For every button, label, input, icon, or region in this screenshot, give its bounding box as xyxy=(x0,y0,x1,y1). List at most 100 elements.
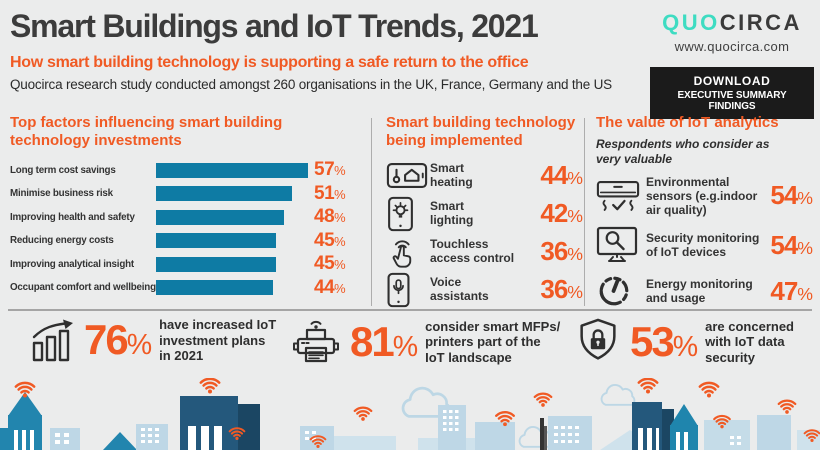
bar xyxy=(156,280,274,296)
building xyxy=(670,404,698,450)
wifi-icon xyxy=(777,399,797,415)
smart-light-icon xyxy=(386,196,430,232)
bar xyxy=(156,256,276,272)
wifi-icon xyxy=(199,378,221,395)
cityscape-illustration xyxy=(0,378,820,450)
study-description: Quocirca research study conducted amongs… xyxy=(10,77,612,92)
building xyxy=(136,424,168,450)
bar-track xyxy=(156,162,308,178)
bar-track xyxy=(156,233,308,249)
bar-track xyxy=(156,256,308,272)
air-conditioner-icon xyxy=(596,179,646,212)
list-item-label: Energy monitoring and usage xyxy=(646,277,753,306)
stat-text: have increased IoT investment plans in 2… xyxy=(159,317,277,364)
cloud-icon xyxy=(600,383,636,406)
wifi-icon xyxy=(14,381,36,399)
list-item: Voice assistants 36% xyxy=(386,271,583,308)
voice-assistant-icon xyxy=(386,272,430,308)
download-button-line2: EXECUTIVE SUMMARY FINDINGS xyxy=(677,90,787,112)
bar-label: Long term cost savings xyxy=(10,164,116,176)
bar-track xyxy=(156,280,308,296)
list-item-value: 54% xyxy=(770,180,813,211)
list-item: Environmental sensors (e.g.indoor air qu… xyxy=(596,174,813,217)
wifi-icon xyxy=(533,392,553,408)
shield-lock-icon xyxy=(574,317,622,367)
energy-gauge-icon xyxy=(596,273,646,309)
page-subtitle: How smart building technology is support… xyxy=(10,54,529,71)
list-item-label: Environmental sensors (e.g.indoor air qu… xyxy=(646,174,758,217)
bar-value: 48% xyxy=(314,206,346,228)
bar xyxy=(156,233,276,249)
building xyxy=(548,416,592,450)
section-title-line: technology investments xyxy=(10,131,182,149)
list-item-label: Security monitoring of IoT devices xyxy=(646,231,760,260)
list-item-value: 42% xyxy=(540,198,583,229)
building xyxy=(180,396,260,450)
stat-printers: 81% consider smart MFPs/ printers part o… xyxy=(290,317,560,367)
bottom-stats: 76% have increased IoT investment plans … xyxy=(30,317,794,367)
stat-value: 53% xyxy=(630,318,698,365)
column-divider xyxy=(584,118,585,306)
stats-columns: Top factors influencing smart building t… xyxy=(10,112,813,310)
bar-value: 51% xyxy=(314,182,346,204)
bar-row: Occupant comfort and wellbeing 44% xyxy=(10,276,362,300)
column-divider xyxy=(371,118,372,306)
building xyxy=(757,415,791,450)
list-item-value: 36% xyxy=(540,274,583,305)
touch-gesture-icon xyxy=(386,234,430,270)
list-item: Smart heating 44% xyxy=(386,157,583,194)
building xyxy=(300,426,334,450)
logo-suffix: CIRCA xyxy=(719,10,802,35)
list-item: Smart lighting 42% xyxy=(386,195,583,232)
building xyxy=(50,428,80,450)
section-top-factors: Top factors influencing smart building t… xyxy=(10,114,362,299)
thermostat-icon xyxy=(386,161,430,190)
stat-value: 76% xyxy=(84,316,152,364)
list-item-label: Smart lighting xyxy=(430,199,474,227)
growth-chart-icon xyxy=(30,318,76,362)
bar xyxy=(156,162,308,178)
bar-label: Reducing energy costs xyxy=(10,235,114,247)
page-title: Smart Buildings and IoT Trends, 2021 xyxy=(10,8,539,44)
section-implemented: Smart building technology being implemen… xyxy=(386,114,583,309)
header: Smart Buildings and IoT Trends, 2021 How… xyxy=(10,6,640,92)
building xyxy=(475,422,515,450)
cloud-icon xyxy=(518,425,554,448)
list-item-value: 36% xyxy=(540,236,583,267)
building xyxy=(334,436,396,450)
section-divider xyxy=(8,309,812,311)
stat-text: are concerned with IoT data security xyxy=(705,318,794,365)
list-item-value: 54% xyxy=(770,229,813,260)
bar-track xyxy=(156,186,308,202)
quocirca-logo: QUOCIRCA xyxy=(650,10,814,36)
section-analytics: The value of IoT analytics Respondents w… xyxy=(596,114,813,318)
logo-prefix: QUO xyxy=(662,10,720,35)
bar-label: Occupant comfort and wellbeing xyxy=(10,282,156,294)
list-item: Touchless access control 36% xyxy=(386,233,583,270)
list-item-label: Smart heating xyxy=(430,161,473,189)
bar-label: Improving health and safety xyxy=(10,211,135,223)
download-button[interactable]: DOWNLOAD EXECUTIVE SUMMARY FINDINGS xyxy=(650,67,814,119)
bar xyxy=(156,209,284,225)
wifi-icon xyxy=(637,378,659,395)
section-title: Top factors influencing smart building t… xyxy=(10,114,362,149)
bar-row: Improving analytical insight 45% xyxy=(10,252,362,276)
bar-row: Long term cost savings 57% xyxy=(10,158,362,182)
list-item-value: 47% xyxy=(770,275,813,306)
website-link[interactable]: www.quocirca.com xyxy=(674,39,790,54)
stat-value: 81% xyxy=(349,318,418,365)
bar xyxy=(156,186,292,202)
bar-value: 45% xyxy=(314,253,346,275)
wifi-icon xyxy=(698,381,720,399)
bar-row: Minimise business risk 51% xyxy=(10,182,362,206)
building xyxy=(540,418,547,450)
section-title-line: Smart building technology xyxy=(386,114,576,131)
stat-text: consider smart MFPs/ printers part of th… xyxy=(425,318,561,365)
list-item-label: Touchless access control xyxy=(430,237,515,265)
bar-track xyxy=(156,209,308,225)
building xyxy=(103,432,137,450)
building xyxy=(704,420,750,450)
section-title: The value of IoT analytics xyxy=(596,114,779,131)
stat-security: 53% are concerned with IoT data security xyxy=(574,317,794,367)
